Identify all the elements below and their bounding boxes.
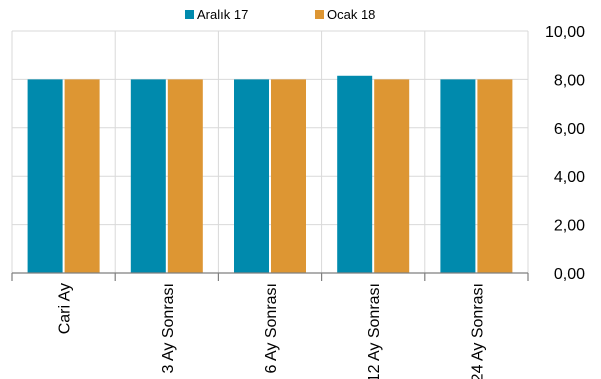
bar-aralik-17-12-ay-sonrasi	[337, 75, 373, 274]
legend: Aralık 17 Ocak 18	[185, 7, 375, 22]
legend-label-aralik-17: Aralık 17	[197, 7, 248, 22]
bar-ocak-18-3-ay-sonrasi	[167, 79, 203, 274]
bar-ocak-18-cari-ay	[64, 79, 100, 274]
bar-ocak-18-24-ay-sonrasi	[477, 79, 513, 274]
x-tick-label-24-ay-sonrasi: 24 Ay Sonrası	[469, 283, 486, 379]
x-tick-label-6-ay-sonrasi: 6 Ay Sonrası	[263, 283, 280, 373]
axes	[11, 272, 529, 281]
bar-ocak-18-6-ay-sonrasi	[271, 79, 306, 274]
bar-aralik-17-cari-ay	[27, 79, 63, 274]
legend-swatch-aralik-17	[185, 10, 194, 19]
bar-aralik-17-3-ay-sonrasi	[130, 79, 166, 274]
y-tick-label-3: 6,00	[554, 121, 585, 138]
y-tick-label-4: 8,00	[554, 72, 585, 89]
x-tick-label-cari-ay: Cari Ay	[57, 283, 74, 334]
x-tick-label-3-ay-sonrasi: 3 Ay Sonrası	[160, 283, 177, 373]
y-tick-label-2: 4,00	[554, 169, 585, 186]
y-tick-label-5: 10,00	[545, 24, 585, 41]
y-axis-tick-labels: 0,00 2,00 4,00 6,00 8,00 10,00	[545, 24, 585, 283]
bar-ocak-18-12-ay-sonrasi	[374, 79, 410, 274]
bar-aralik-17-6-ay-sonrasi	[234, 79, 269, 274]
bar-aralik-17-24-ay-sonrasi	[440, 79, 476, 274]
bars	[27, 75, 513, 274]
y-tick-label-1: 2,00	[554, 218, 585, 235]
legend-label-ocak-18: Ocak 18	[327, 7, 375, 22]
y-tick-label-0: 0,00	[554, 266, 585, 283]
legend-swatch-ocak-18	[315, 10, 324, 19]
x-axis-tick-labels: Cari Ay 3 Ay Sonrası 6 Ay Sonrası 12 Ay Son…	[57, 283, 487, 379]
x-tick-label-12-ay-sonrasi: 12 Ay Sonrası	[366, 283, 383, 379]
